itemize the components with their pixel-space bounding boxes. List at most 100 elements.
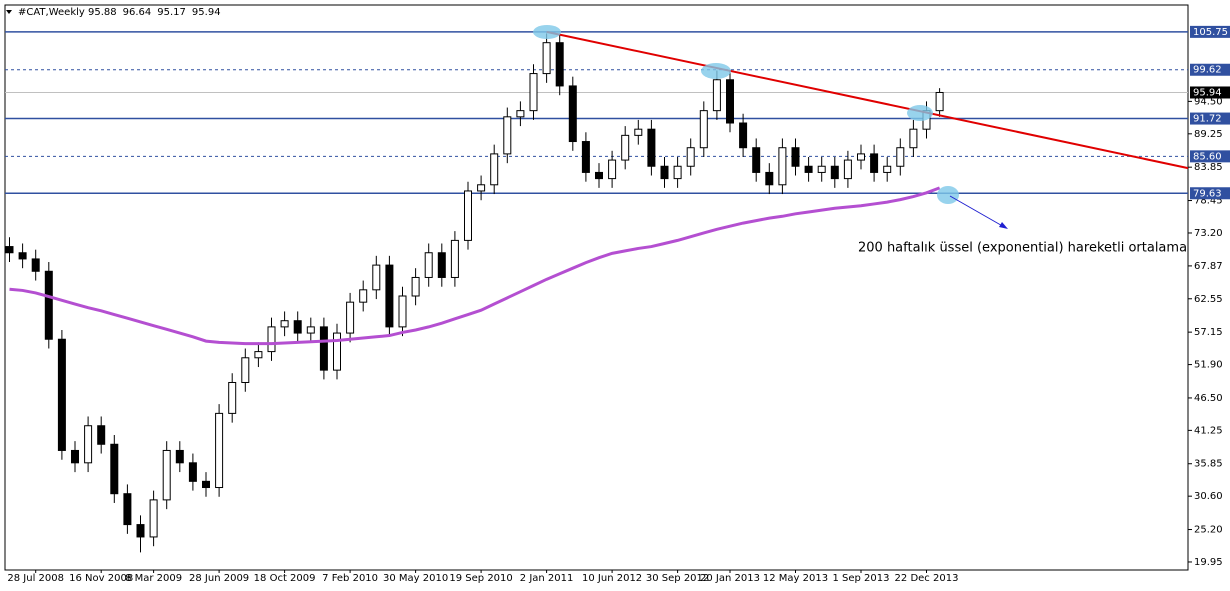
candle-body (581, 141, 590, 173)
level-label: 105.75 (1193, 27, 1228, 38)
last-price-label: 95.94 (1193, 87, 1222, 98)
candle-body (909, 128, 918, 149)
candle-body (490, 153, 499, 186)
x-tick-label: 1 Sep 2013 (832, 573, 889, 584)
candle-body (267, 326, 276, 353)
candle-body (57, 338, 66, 451)
candle-body (5, 246, 14, 254)
x-tick-label: 28 Jul 2008 (7, 573, 64, 584)
candle-body (424, 252, 433, 278)
y-tick-label: 41.25 (1194, 425, 1223, 436)
candle-body (503, 116, 512, 155)
x-tick-label: 7 Feb 2010 (322, 573, 378, 584)
candle-body (857, 153, 865, 161)
y-tick-label: 30.60 (1194, 491, 1223, 502)
y-tick-label: 94.50 (1194, 96, 1223, 107)
header-value: 95.88 (88, 7, 117, 18)
candle-body (686, 147, 695, 167)
x-tick-label: 2 Jan 2011 (520, 573, 574, 584)
candle-body (699, 110, 708, 149)
candle-body (464, 190, 472, 241)
x-tick-label: 10 Jun 2012 (582, 573, 642, 584)
candle-body (621, 134, 630, 161)
x-tick-label: 18 Oct 2009 (254, 573, 316, 584)
candle-body (660, 165, 669, 180)
x-tick-label: 30 May 2010 (383, 573, 448, 584)
candle-body (726, 79, 734, 124)
candle-body (791, 147, 800, 167)
level-label: 79.63 (1193, 188, 1222, 199)
menu-arrow (6, 10, 12, 14)
y-tick-label: 57.15 (1194, 327, 1223, 338)
y-tick-label: 83.85 (1194, 162, 1223, 173)
candle-body (215, 412, 224, 489)
header-value: 96.64 (123, 7, 152, 18)
candle-body (739, 122, 748, 149)
candle-body (673, 165, 682, 180)
header-value: 95.17 (157, 7, 186, 18)
plot-frame (4, 4, 1189, 571)
y-tick-label: 46.50 (1194, 393, 1223, 404)
candle-body (97, 425, 106, 445)
candle-body (595, 171, 603, 180)
candle-body (935, 91, 944, 112)
candle-body (896, 147, 905, 167)
candle-body (634, 128, 643, 136)
candle-body (149, 499, 158, 538)
trend-line (546, 30, 1189, 170)
candle-body (280, 320, 289, 328)
candle-body (385, 264, 394, 328)
highlight (533, 25, 561, 39)
candle-body (712, 79, 721, 112)
candle-body (319, 326, 328, 371)
candle-body (778, 147, 787, 186)
candle-body (31, 258, 40, 272)
candle-body (398, 295, 407, 328)
candle-body (372, 264, 381, 291)
arrow-head (999, 222, 1008, 229)
y-tick-label: 89.25 (1194, 129, 1223, 140)
x-tick-label: 22 Dec 2013 (895, 573, 959, 584)
candle-body (450, 239, 459, 278)
candle-body (306, 326, 315, 334)
level-label-box (1190, 150, 1230, 163)
annotation: 200 haftalık üssel (exponential) hareket… (858, 241, 1187, 256)
candle-body (568, 85, 577, 143)
level-label-box (1190, 187, 1230, 200)
y-tick-label: 73.20 (1194, 228, 1223, 239)
last-price-box (1190, 86, 1230, 99)
x-tick-label: 28 Jun 2009 (189, 573, 249, 584)
candle-body (162, 449, 171, 501)
y-tick-label: 62.55 (1194, 294, 1223, 305)
header-value: 95.94 (192, 7, 221, 18)
candle-body (843, 159, 852, 180)
x-tick-label: 20 Jan 2013 (700, 573, 760, 584)
candle-body (477, 184, 486, 192)
candle-body (608, 159, 617, 180)
highlight (937, 186, 959, 204)
x-tick-label: 30 Sep 2012 (646, 573, 709, 584)
candle-body (136, 524, 145, 538)
y-tick-label: 67.87 (1194, 261, 1223, 272)
candle-body (817, 165, 826, 173)
level-label: 99.62 (1193, 65, 1222, 76)
annotation-arrow (949, 195, 1007, 229)
candle-body (254, 351, 263, 359)
candle-body (870, 153, 879, 173)
x-tick-label: 19 Sep 2010 (449, 573, 512, 584)
moving-average (9, 186, 941, 346)
highlights (533, 25, 959, 204)
candle-body (804, 165, 813, 173)
x-tick-label: 8 Mar 2009 (125, 573, 182, 584)
candle-body (765, 171, 774, 186)
candle-body (647, 128, 656, 167)
candle-body (830, 165, 839, 180)
highlight (907, 105, 933, 121)
level-label-box (1190, 112, 1230, 125)
x-tick-label: 12 May 2013 (763, 573, 828, 584)
y-tick-label: 19.95 (1194, 557, 1223, 568)
candle-body (411, 276, 420, 297)
candle-body (542, 42, 551, 75)
